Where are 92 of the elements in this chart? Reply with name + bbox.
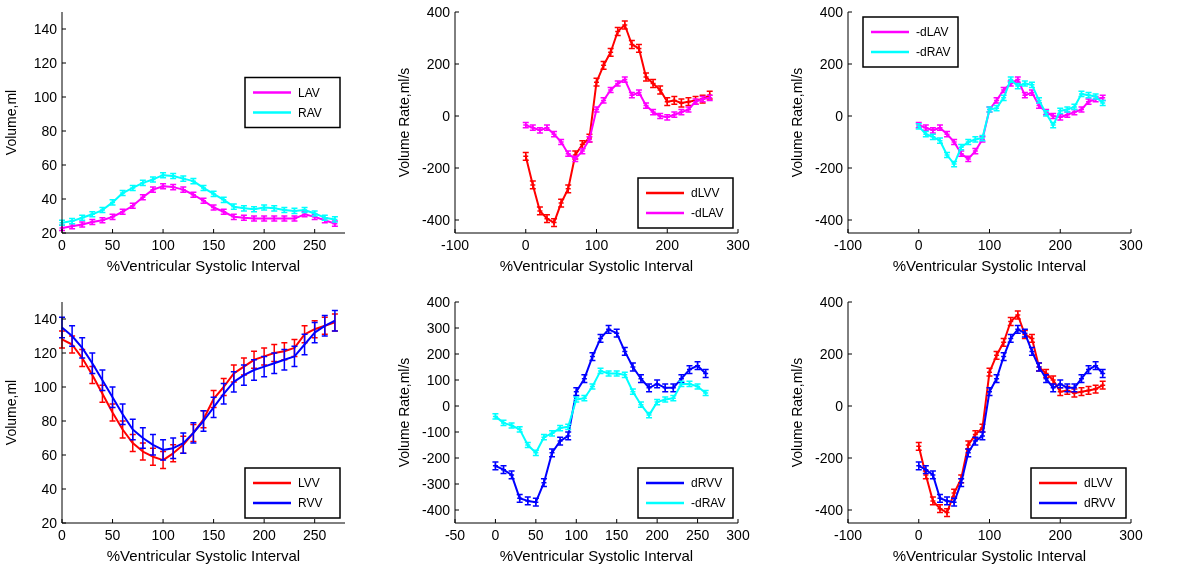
- x-axis-title: %Ventricular Systolic Interval: [106, 547, 301, 564]
- legend-label: dRVV: [691, 476, 723, 491]
- y-tick-label: 300: [426, 319, 451, 336]
- y-tick-label: 120: [33, 54, 58, 71]
- y-tick-label: 200: [819, 345, 844, 362]
- x-tick-label: 0: [521, 237, 530, 253]
- y-tick-label: 100: [33, 378, 58, 395]
- x-tick-label: 100: [584, 237, 609, 253]
- x-tick-label: 250: [303, 237, 327, 253]
- y-tick-label: 140: [33, 310, 58, 327]
- y-tick-label: 400: [819, 3, 844, 20]
- y-tick-label: 0: [442, 397, 451, 414]
- y-axis-title: Volume,ml: [3, 379, 19, 446]
- x-tick-label: 0: [914, 527, 923, 543]
- y-tick-label: -200: [814, 449, 844, 466]
- y-tick-label: 20: [41, 514, 58, 531]
- x-tick-label: 200: [655, 237, 680, 253]
- legend-label: -dLAV: [916, 25, 949, 40]
- y-tick-label: -400: [814, 501, 844, 518]
- x-tick-label: 200: [252, 527, 277, 543]
- y-tick-label: -100: [421, 423, 451, 440]
- y-tick-label: 60: [41, 446, 58, 463]
- x-tick-label: 0: [491, 527, 500, 543]
- x-tick-label: 0: [914, 237, 923, 253]
- x-tick-label: 50: [528, 527, 544, 543]
- y-tick-label: 400: [819, 293, 844, 310]
- y-tick-label: 400: [426, 3, 451, 20]
- x-tick-label: 200: [1048, 237, 1073, 253]
- x-tick-label: 200: [252, 237, 277, 253]
- y-tick-label: 100: [426, 371, 451, 388]
- x-tick-label: 100: [977, 527, 1002, 543]
- x-tick-label: 250: [685, 527, 710, 543]
- y-tick-label: 200: [426, 55, 451, 72]
- y-tick-label: 40: [41, 480, 58, 497]
- legend-label: dRVV: [1084, 496, 1116, 511]
- x-axis-title: %Ventricular Systolic Interval: [892, 547, 1087, 564]
- x-tick-label: 100: [564, 527, 589, 543]
- y-tick-label: 40: [41, 190, 58, 207]
- y-tick-label: 140: [33, 20, 58, 37]
- y-tick-label: 200: [819, 55, 844, 72]
- x-tick-label: 200: [645, 527, 670, 543]
- legend-label: RVV: [298, 496, 323, 511]
- y-tick-label: 20: [41, 224, 58, 241]
- x-tick-label: 300: [726, 527, 750, 543]
- x-tick-label: 150: [605, 527, 629, 543]
- y-axis-title: Volume,ml: [3, 89, 19, 156]
- y-tick-label: -400: [814, 211, 844, 228]
- y-tick-label: 0: [835, 107, 844, 124]
- x-axis-title: %Ventricular Systolic Interval: [892, 257, 1087, 274]
- x-tick-label: 50: [104, 527, 121, 543]
- legend-label: -dRAV: [691, 496, 726, 511]
- legend-label: LVV: [298, 476, 320, 491]
- x-tick-label: 50: [104, 237, 121, 253]
- legend-label: -dRAV: [916, 45, 951, 60]
- x-tick-label: 150: [201, 527, 226, 543]
- x-tick-label: 100: [151, 527, 175, 543]
- y-tick-label: 80: [41, 412, 58, 429]
- x-axis-title: %Ventricular Systolic Interval: [499, 547, 694, 564]
- y-tick-label: 200: [426, 345, 451, 362]
- legend-label: RAV: [298, 105, 322, 120]
- y-tick-label: 0: [835, 397, 844, 414]
- x-tick-label: 200: [1048, 527, 1073, 543]
- x-tick-label: 150: [201, 237, 226, 253]
- y-tick-label: -400: [421, 211, 451, 228]
- y-tick-label: -400: [421, 501, 451, 518]
- legend-label: dLVV: [1084, 476, 1113, 491]
- y-tick-label: 0: [442, 107, 451, 124]
- y-tick-label: -200: [421, 449, 451, 466]
- y-axis-title: Volume Rate,ml/s: [789, 357, 805, 468]
- legend-label: LAV: [298, 85, 320, 100]
- x-tick-label: -50: [444, 527, 466, 543]
- legend-label: -dLAV: [691, 206, 724, 221]
- x-axis-title: %Ventricular Systolic Interval: [106, 257, 301, 274]
- y-tick-label: 400: [426, 293, 451, 310]
- y-axis-title: Volume Rate,ml/s: [789, 67, 805, 178]
- legend-label: dLVV: [691, 186, 720, 201]
- x-tick-label: 300: [1119, 527, 1143, 543]
- x-tick-label: 300: [726, 237, 750, 253]
- y-tick-label: 60: [41, 156, 58, 173]
- x-axis-title: %Ventricular Systolic Interval: [499, 257, 694, 274]
- y-tick-label: 100: [33, 88, 58, 105]
- y-tick-label: -200: [421, 159, 451, 176]
- x-tick-label: 250: [303, 527, 327, 543]
- y-axis-title: Volume Rate,ml/s: [396, 67, 412, 178]
- y-tick-label: 120: [33, 344, 58, 361]
- y-tick-label: -300: [421, 475, 451, 492]
- y-tick-label: -200: [814, 159, 844, 176]
- x-tick-label: 100: [977, 237, 1002, 253]
- x-tick-label: 300: [1119, 237, 1143, 253]
- y-tick-label: 80: [41, 122, 58, 139]
- x-tick-label: 100: [151, 237, 175, 253]
- y-axis-title: Volume Rate,ml/s: [396, 357, 412, 468]
